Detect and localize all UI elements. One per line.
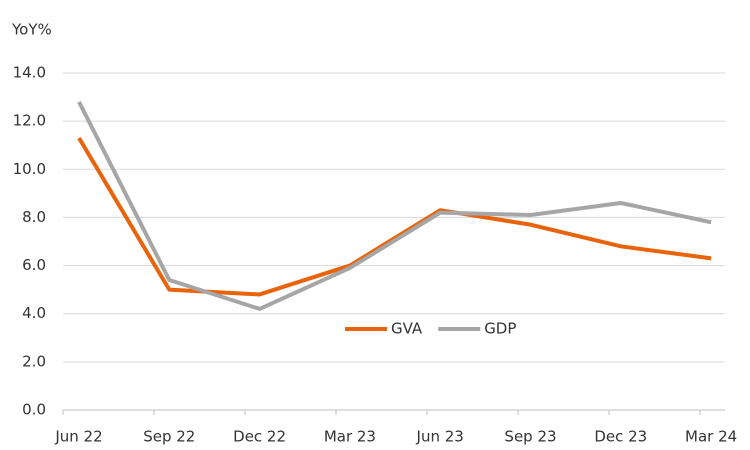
- y-tick-label: 8.0: [22, 208, 46, 226]
- y-axis-label: YoY%: [11, 21, 52, 39]
- x-tick-label: Sep 22: [143, 428, 195, 446]
- x-tick-label: Dec 22: [233, 428, 286, 446]
- x-tick-label: Mar 23: [324, 428, 376, 446]
- y-tick-label: 12.0: [13, 112, 46, 130]
- y-tick-label: 0.0: [22, 401, 46, 419]
- legend-label: GDP: [484, 320, 516, 338]
- line-series: [77, 100, 712, 311]
- x-tick-label: Mar 24: [685, 428, 737, 446]
- y-tick-label: 14.0: [13, 64, 46, 82]
- x-tick-label: Jun 22: [54, 428, 102, 446]
- y-tick-label: 10.0: [13, 160, 46, 178]
- y-tick-label: 6.0: [22, 256, 46, 274]
- legend-label: GVA: [391, 320, 423, 338]
- x-tick-label: Dec 23: [594, 428, 647, 446]
- line-series: [77, 136, 712, 297]
- x-tick-label: Jun 23: [416, 428, 464, 446]
- y-tick-label: 4.0: [22, 304, 46, 322]
- x-tick-label: Sep 23: [504, 428, 556, 446]
- y-tick-label: 2.0: [22, 352, 46, 370]
